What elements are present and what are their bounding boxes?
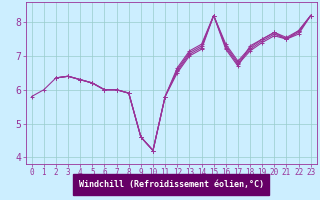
X-axis label: Windchill (Refroidissement éolien,°C): Windchill (Refroidissement éolien,°C) bbox=[79, 180, 264, 189]
